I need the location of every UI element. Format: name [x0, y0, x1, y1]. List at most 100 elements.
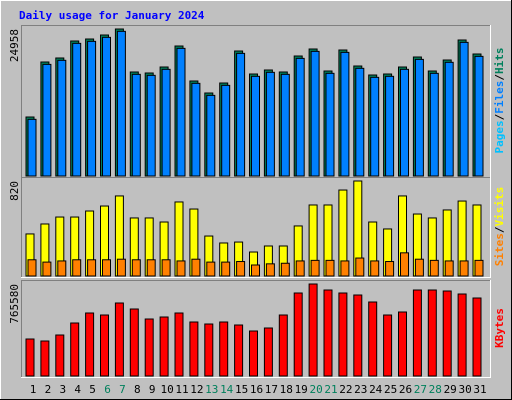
- legend-separator: /: [493, 113, 506, 120]
- bar: [191, 82, 201, 177]
- bar: [114, 302, 124, 377]
- legend-entry: KBytes: [493, 308, 506, 348]
- bar: [219, 321, 229, 377]
- bar: [116, 30, 126, 177]
- bar: [72, 42, 82, 177]
- bar: [398, 311, 407, 377]
- bar: [176, 260, 186, 277]
- x-tick-label: 4: [74, 383, 81, 396]
- bar: [340, 260, 350, 277]
- bar: [174, 312, 184, 377]
- bar: [293, 292, 303, 377]
- x-tick-label: 5: [89, 383, 96, 396]
- bar: [176, 47, 186, 177]
- bar: [221, 84, 231, 177]
- bar: [412, 289, 422, 377]
- bar: [42, 261, 52, 277]
- bar: [459, 41, 469, 177]
- legend-entry: Pages: [493, 120, 506, 153]
- bar: [85, 312, 95, 377]
- bar: [204, 323, 214, 377]
- bar: [444, 61, 454, 177]
- chart-title: Daily usage for January 2024: [19, 9, 205, 22]
- x-tick-label: 3: [59, 383, 66, 396]
- bar: [27, 259, 37, 277]
- x-tick-label: 20: [309, 383, 322, 396]
- legend-separator: /: [493, 226, 506, 233]
- x-tick-label: 9: [149, 383, 156, 396]
- bar: [131, 73, 141, 177]
- bar: [427, 289, 437, 377]
- bar: [325, 259, 335, 277]
- bar: [251, 264, 260, 277]
- x-tick-label: 27: [414, 383, 427, 396]
- bar: [129, 308, 139, 377]
- legend: Pages/Files/Hits: [493, 48, 506, 154]
- bar: [234, 324, 244, 377]
- bar: [40, 340, 50, 377]
- y-tick-label: 765580: [8, 284, 21, 324]
- legend-entry: Sites: [493, 233, 506, 266]
- bar: [457, 293, 467, 377]
- x-tick-label: 25: [384, 383, 397, 396]
- bar: [278, 314, 288, 377]
- bar: [27, 118, 37, 177]
- y-tick-label: 820: [8, 181, 21, 201]
- x-tick-label: 12: [190, 383, 203, 396]
- x-tick-label: 15: [235, 383, 248, 396]
- x-tick-label: 22: [339, 383, 352, 396]
- x-tick-label: 31: [473, 383, 486, 396]
- bar: [265, 71, 275, 177]
- bar: [385, 75, 395, 177]
- bar: [146, 259, 156, 277]
- legend: Sites/Visits: [493, 187, 506, 267]
- bar: [102, 259, 111, 277]
- x-tick-label: 14: [220, 383, 234, 396]
- bar: [400, 68, 409, 177]
- bar: [429, 259, 439, 277]
- x-tick-label: 13: [205, 383, 218, 396]
- bar: [189, 321, 199, 377]
- bar: [368, 301, 378, 377]
- bar: [116, 258, 126, 277]
- bar: [474, 55, 484, 177]
- x-tick-label: 24: [369, 383, 383, 396]
- bar: [42, 63, 52, 177]
- bar: [249, 330, 258, 377]
- bar: [338, 292, 348, 377]
- x-tick-label: 30: [458, 383, 471, 396]
- bar: [353, 294, 363, 377]
- bar: [57, 260, 67, 277]
- bar: [57, 59, 67, 177]
- x-tick-label: 6: [104, 383, 111, 396]
- bar: [474, 259, 484, 277]
- bar: [383, 314, 393, 377]
- bar: [429, 72, 439, 177]
- bar: [87, 40, 97, 177]
- bar: [144, 318, 154, 377]
- x-tick-label: 18: [280, 383, 293, 396]
- bar: [265, 263, 275, 277]
- bar: [414, 58, 424, 177]
- bar: [385, 261, 395, 277]
- bar: [444, 260, 454, 277]
- bar: [206, 261, 216, 277]
- bar: [400, 252, 409, 277]
- bar: [442, 290, 452, 377]
- bar: [472, 297, 482, 377]
- x-tick-label: 26: [399, 383, 412, 396]
- y-tick-label: 24958: [8, 29, 21, 62]
- bar: [370, 76, 380, 177]
- bar: [355, 257, 365, 277]
- x-tick-label: 17: [265, 383, 278, 396]
- bar: [340, 51, 350, 177]
- bar: [161, 68, 171, 177]
- bar: [236, 261, 246, 277]
- bar: [414, 258, 424, 277]
- bar: [102, 36, 111, 177]
- bar: [191, 258, 201, 277]
- bar: [295, 57, 305, 177]
- x-tick-label: 11: [175, 383, 188, 396]
- x-tick-label: 21: [324, 383, 337, 396]
